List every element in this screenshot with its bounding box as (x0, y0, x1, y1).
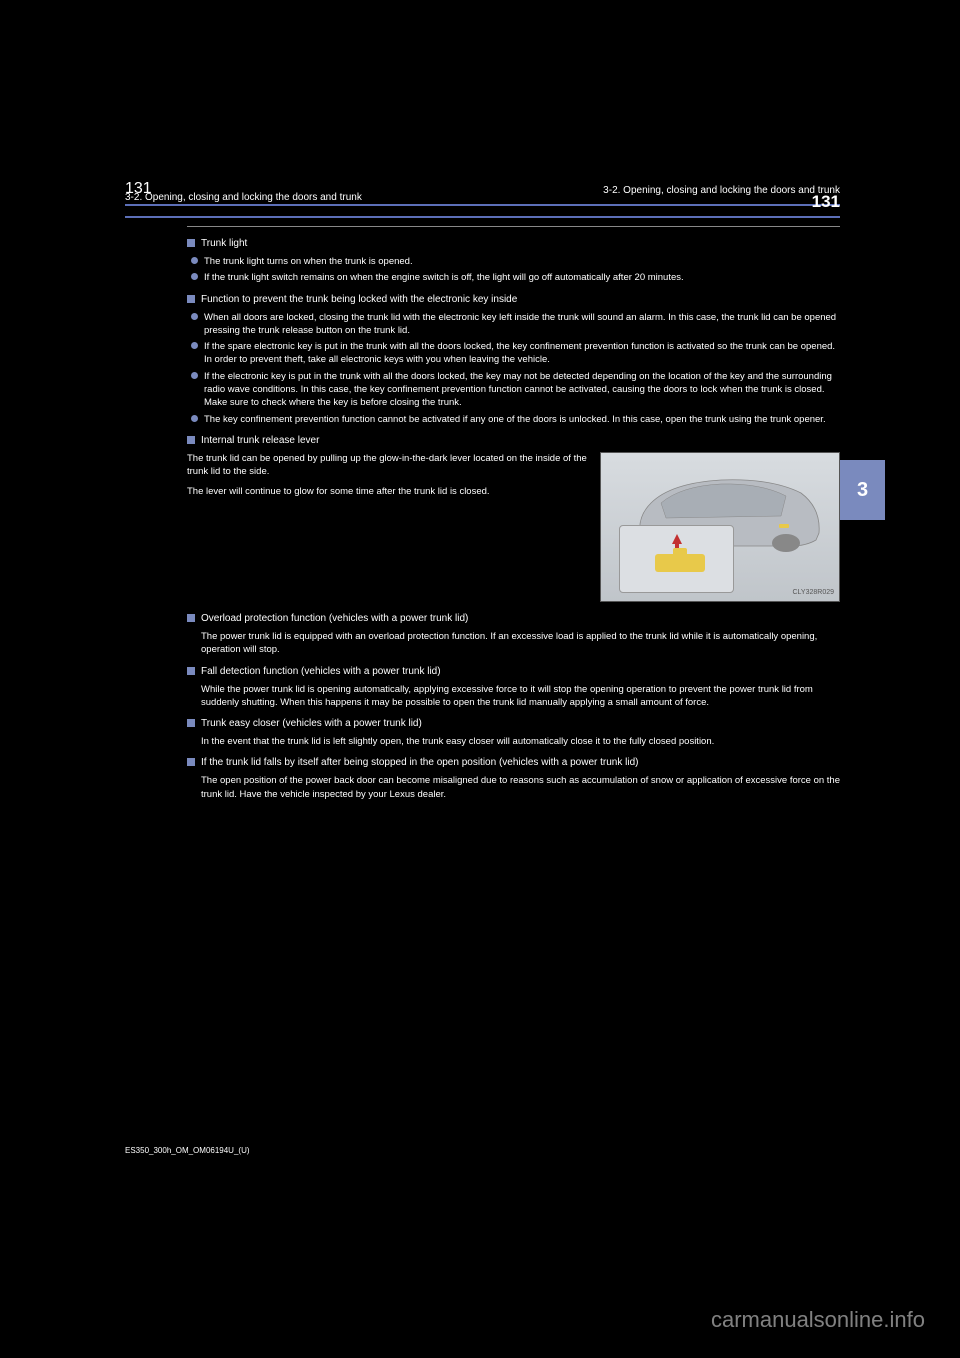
topic-title-text: If the trunk lid falls by itself after b… (201, 756, 638, 770)
round-bullet-icon (191, 313, 198, 320)
image-note: The lever will continue to glow for some… (187, 485, 588, 498)
section-path: 3-2. Opening, closing and locking the do… (603, 185, 840, 196)
content-divider (187, 226, 840, 227)
manual-page: 131 3-2. Opening, closing and locking th… (125, 180, 840, 1155)
image-code: CLY328R029 (792, 588, 834, 598)
square-bullet-icon (187, 758, 195, 766)
topic-heading: Internal trunk release lever (187, 434, 840, 448)
topic-body: While the power trunk lid is opening aut… (201, 683, 840, 710)
topic-overload: Overload protection function (vehicles w… (187, 612, 840, 657)
topic-body: The open position of the power back door… (201, 774, 840, 801)
bullet-text: When all doors are locked, closing the t… (204, 311, 840, 338)
square-bullet-icon (187, 667, 195, 675)
round-bullet-icon (191, 273, 198, 280)
topic-title-text: Internal trunk release lever (201, 434, 319, 448)
round-bullet-icon (191, 372, 198, 379)
bullet-item: If the spare electronic key is put in th… (191, 340, 840, 367)
bullet-item: When all doors are locked, closing the t… (191, 311, 840, 338)
arrow-up-icon (672, 534, 682, 544)
square-bullet-icon (187, 436, 195, 444)
topic-title-text: Fall detection function (vehicles with a… (201, 665, 441, 679)
topic-easy-closer: Trunk easy closer (vehicles with a power… (187, 717, 840, 748)
topic-heading: Fall detection function (vehicles with a… (187, 665, 840, 679)
bullet-item: The key confinement prevention function … (191, 413, 840, 426)
topic-body: The power trunk lid is equipped with an … (201, 630, 840, 657)
bullet-text: The trunk light turns on when the trunk … (204, 255, 840, 268)
topic-body: In the event that the trunk lid is left … (201, 735, 840, 748)
image-text-row: The trunk lid can be opened by pulling u… (187, 452, 840, 602)
image-description-block: The trunk lid can be opened by pulling u… (187, 452, 588, 602)
topic-title-text: Function to prevent the trunk being lock… (201, 293, 517, 307)
bullet-text: If the spare electronic key is put in th… (204, 340, 840, 367)
bullet-item: If the trunk light switch remains on whe… (191, 271, 840, 284)
document-code: ES350_300h_OM_OM06194U_(U) (125, 1146, 250, 1155)
square-bullet-icon (187, 295, 195, 303)
trunk-lever-illustration: CLY328R029 (600, 452, 840, 602)
watermark: carmanualsonline.info (711, 1307, 925, 1333)
bullet-item: The trunk light turns on when the trunk … (191, 255, 840, 268)
page-no: 131 (812, 192, 840, 212)
lever-icon (655, 554, 705, 572)
topic-falls-itself: If the trunk lid falls by itself after b… (187, 756, 840, 801)
topic-heading: If the trunk lid falls by itself after b… (187, 756, 840, 770)
topic-fall-detection: Fall detection function (vehicles with a… (187, 665, 840, 710)
round-bullet-icon (191, 342, 198, 349)
topic-title-text: Overload protection function (vehicles w… (201, 612, 468, 626)
square-bullet-icon (187, 614, 195, 622)
topic-trunk-light: Trunk light The trunk light turns on whe… (187, 237, 840, 285)
image-description: The trunk lid can be opened by pulling u… (187, 452, 588, 479)
chapter-tab: 3 (840, 460, 885, 520)
chapter-number: 3 (857, 479, 868, 502)
topic-heading: Trunk light (187, 237, 840, 251)
topic-title-text: Trunk light (201, 237, 247, 251)
round-bullet-icon (191, 257, 198, 264)
topic-heading: Overload protection function (vehicles w… (187, 612, 840, 626)
topic-key-prevention: Function to prevent the trunk being lock… (187, 293, 840, 426)
round-bullet-icon (191, 415, 198, 422)
square-bullet-icon (187, 719, 195, 727)
section-breadcrumb: 3-2. Opening, closing and locking the do… (125, 192, 362, 212)
topic-heading: Function to prevent the trunk being lock… (187, 293, 840, 307)
topic-heading: Trunk easy closer (vehicles with a power… (187, 717, 840, 731)
bullet-text: The key confinement prevention function … (204, 413, 840, 426)
topic-release-lever: Internal trunk release lever The trunk l… (187, 434, 840, 602)
page-content: Trunk light The trunk light turns on whe… (187, 237, 840, 801)
bullet-text: If the trunk light switch remains on whe… (204, 271, 840, 284)
topic-title-text: Trunk easy closer (vehicles with a power… (201, 717, 422, 731)
square-bullet-icon (187, 239, 195, 247)
bullet-text: If the electronic key is put in the trun… (204, 370, 840, 410)
inset-detail (619, 525, 734, 593)
bullet-item: If the electronic key is put in the trun… (191, 370, 840, 410)
